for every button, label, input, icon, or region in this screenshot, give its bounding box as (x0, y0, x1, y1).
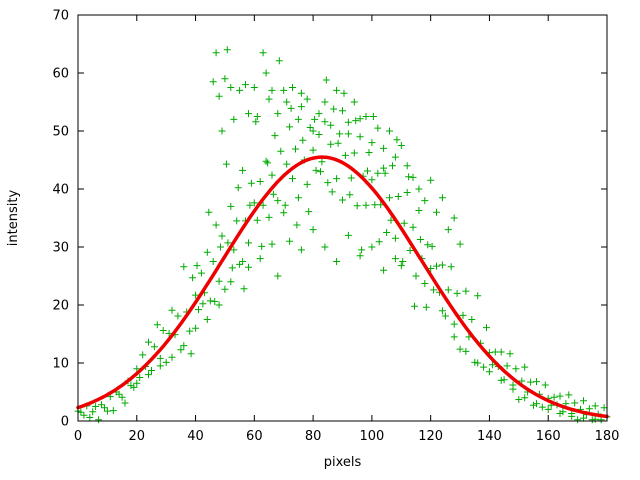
y-tick-label: 30 (52, 241, 69, 256)
y-axis-tick-labels: 0 10 20 30 40 50 60 70 (52, 9, 69, 430)
x-tick-label: 140 (477, 429, 502, 444)
y-tick-label: 50 (52, 125, 69, 140)
y-tick-label: 60 (52, 67, 69, 82)
y-tick-label: 70 (52, 9, 69, 24)
y-tick-label: 40 (52, 183, 69, 198)
x-tick-label: 180 (595, 429, 620, 444)
x-tick-label: 100 (359, 429, 384, 444)
x-tick-label: 80 (305, 429, 322, 444)
x-tick-label: 40 (187, 429, 204, 444)
fit-curve (76, 155, 609, 419)
x-tick-label: 120 (418, 429, 443, 444)
x-tick-label: 160 (536, 429, 561, 444)
x-tick-label: 0 (74, 429, 82, 444)
y-tick-label: 20 (52, 299, 69, 314)
x-axis-tick-labels: 0 20 40 60 80 100 120 140 160 180 (74, 429, 620, 444)
y-axis-label: intensity (6, 190, 21, 247)
plot-border (77, 14, 608, 422)
y-tick-label: 0 (61, 415, 69, 430)
x-tick-label: 20 (129, 429, 146, 444)
y-tick-label: 10 (52, 357, 69, 372)
x-tick-label: 60 (246, 429, 263, 444)
axis-ticks (77, 14, 608, 422)
x-axis-label: pixels (324, 455, 362, 470)
